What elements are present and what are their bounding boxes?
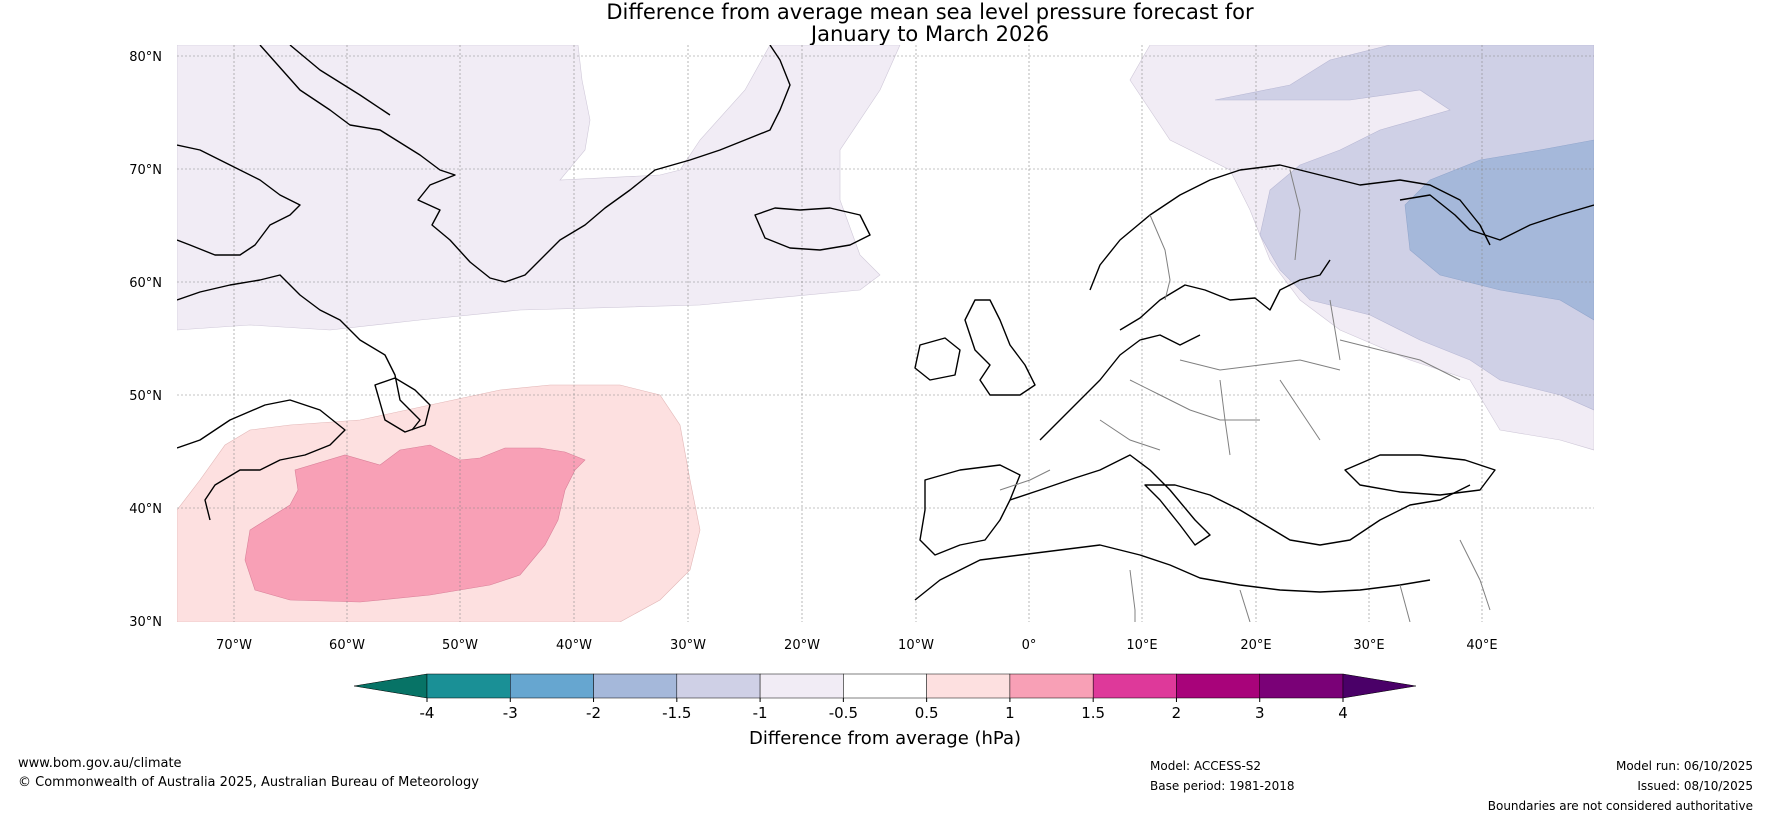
model-run-date: Model run: 06/10/2025 — [1615, 759, 1753, 773]
scandinavia-coast — [1089, 164, 1491, 291]
boundaries-disclaimer: Boundaries are not considered authoritat… — [1487, 799, 1753, 813]
title-line-2: January to March 2026 — [810, 22, 1050, 46]
footer-run-info: Model run: 06/10/2025 Issued: 08/10/2025… — [1488, 756, 1753, 816]
colorbar-tick-label: -2 — [586, 704, 601, 722]
greenland-coast — [259, 45, 791, 283]
colorbar-segment — [759, 673, 844, 699]
lat-label: 40°N — [129, 502, 162, 517]
coastlines — [177, 45, 1594, 601]
colorbar-tick-label: -4 — [420, 704, 435, 722]
lon-axis-labels: 70°W 60°W 50°W 40°W 30°W 20°W 10°W 0° 10… — [216, 638, 1498, 653]
lat-label: 70°N — [129, 163, 162, 178]
lon-label: 50°W — [442, 638, 478, 653]
graticule — [177, 45, 1594, 622]
lon-label: 70°W — [216, 638, 252, 653]
lon-label: 40°E — [1466, 638, 1497, 653]
base-period: Base period: 1981-2018 — [1150, 779, 1295, 793]
ireland-coast — [914, 337, 961, 381]
colorbar-tick-label: -3 — [503, 704, 518, 722]
colorbar-segment — [1009, 673, 1094, 699]
country-borders — [999, 169, 1491, 622]
colorbar-tick-label: 4 — [1338, 704, 1348, 722]
europe-west-coast — [1039, 334, 1201, 441]
colorbar-tick-label: -1 — [753, 704, 768, 722]
iberia-coast — [919, 464, 1021, 556]
colorbar-segment — [593, 673, 678, 699]
lon-label: 20°E — [1240, 638, 1271, 653]
colorbar-segment — [926, 673, 1011, 699]
colorbar-tick-label: -1.5 — [662, 704, 691, 722]
baltic-coast — [1119, 259, 1331, 331]
lat-label: 50°N — [129, 389, 162, 404]
newfoundland-coast — [374, 377, 431, 433]
colorbar-tick-label: 1.5 — [1081, 704, 1105, 722]
lon-label: 10°W — [898, 638, 934, 653]
colorbar-extend-high — [1342, 673, 1417, 699]
lon-label: 60°W — [329, 638, 365, 653]
colorbar-segment — [1259, 673, 1344, 699]
anomaly-region-minus-1.5-to-minus-2 — [1404, 139, 1594, 321]
colorbar-segment — [1176, 673, 1260, 699]
website-link[interactable]: www.bom.gov.au/climate — [18, 756, 182, 771]
colorbar-extend-low — [353, 673, 428, 699]
black-sea-coast — [1344, 454, 1496, 496]
anomaly-region-plus-1-to-1.5 — [244, 444, 586, 603]
colorbar-segment — [426, 673, 511, 699]
baffin-island-coast — [177, 144, 301, 256]
issued-date: Issued: 08/10/2025 — [1637, 779, 1753, 793]
map-area — [177, 45, 1594, 622]
colorbar-tick-label: 0.5 — [915, 704, 939, 722]
colorbar-segment — [843, 673, 927, 699]
lat-label: 30°N — [129, 615, 162, 630]
russia-arctic-coast — [1399, 194, 1594, 241]
lon-label: 30°E — [1353, 638, 1384, 653]
anomaly-region-minus-0.5-to-minus-1-northwest — [177, 45, 901, 331]
mediterranean-north-coast — [1009, 454, 1471, 546]
lon-label: 0° — [1022, 638, 1037, 653]
colorbar-segment — [510, 673, 594, 699]
footer-model-info: Model: ACCESS-S2 Base period: 1981-2018 — [1150, 756, 1295, 796]
colorbar-label: Difference from average (hPa) — [749, 728, 1021, 749]
copyright-text: © Commonwealth of Australia 2025, Austra… — [18, 775, 479, 790]
lat-label: 80°N — [129, 50, 162, 65]
colorbar-tick-label: -0.5 — [829, 704, 858, 722]
lon-label: 20°W — [784, 638, 820, 653]
colorbar: -4 -3 -2 -1.5 -1 -0.5 0.5 1 1.5 2 3 4 Difference fr… — [353, 673, 1417, 749]
colorbar-tick-label: 3 — [1255, 704, 1265, 722]
north-africa-coast — [914, 544, 1431, 601]
colorbar-segment — [1092, 673, 1177, 699]
colorbar-tick-label: 2 — [1172, 704, 1182, 722]
title-line-1: Difference from average mean sea level p… — [606, 0, 1254, 24]
colorbar-segment — [676, 673, 761, 699]
model-name: Model: ACCESS-S2 — [1150, 759, 1262, 773]
footer-left: www.bom.gov.au/climate © Commonwealth of… — [18, 754, 479, 792]
lon-label: 10°E — [1126, 638, 1157, 653]
british-isles-coast — [964, 299, 1036, 396]
greenland-coast-north — [289, 45, 391, 116]
lon-label: 40°W — [556, 638, 592, 653]
colorbar-tick-label: 1 — [1005, 704, 1015, 722]
lat-axis-labels: 80°N 70°N 60°N 50°N 40°N 30°N — [129, 50, 162, 630]
maritimes-coast — [177, 399, 346, 521]
lon-label: 30°W — [670, 638, 706, 653]
anomaly-region-minus-1-to-minus-1.5 — [1214, 45, 1594, 411]
iceland-coast — [754, 207, 871, 251]
lat-label: 60°N — [129, 276, 162, 291]
labrador-coast — [177, 274, 421, 431]
